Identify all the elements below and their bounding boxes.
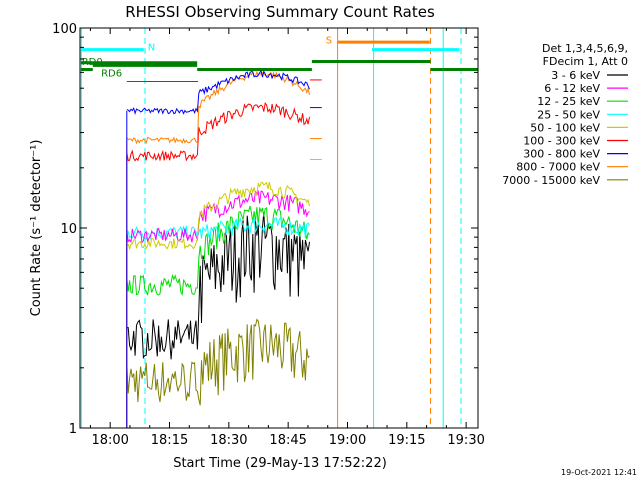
x-tick-label: 18:45: [269, 433, 306, 448]
series-line-300-800keV: [126, 69, 310, 116]
series-layer: [126, 69, 322, 428]
series-line-100-300keV: [126, 101, 310, 162]
x-tick-label: 19:15: [388, 433, 425, 448]
legend-label: 7000 - 15000 keV: [502, 174, 600, 187]
s-flag-label: S: [326, 36, 332, 47]
legend-label: 50 - 100 keV: [530, 121, 600, 134]
x-axis-label: Start Time (29-May-13 17:52:22): [173, 456, 387, 471]
x-tick-label: 18:15: [151, 433, 188, 448]
legend-header-line-1: Det 1,3,4,5,6,9,: [542, 42, 628, 55]
y-axis-label: Count Rate (s⁻¹ detector⁻¹): [29, 140, 44, 317]
night-flag-label: N: [148, 42, 155, 53]
legend-label: 25 - 50 keV: [537, 108, 600, 121]
legend-label: 100 - 300 keV: [523, 135, 600, 148]
x-tick-label: 19:30: [447, 433, 484, 448]
rd6-flag-label: RD6: [101, 68, 122, 79]
series-line-12-25keV: [126, 205, 310, 297]
series-line-3-6keV: [126, 212, 310, 360]
y-tick-label: 10: [60, 222, 77, 237]
y-tick-label: 100: [52, 22, 77, 37]
axes-layer: 18:00 18:15 18:30 18:45 19:00 19:15 19:30 1 10 10…: [52, 22, 485, 448]
series-line-7000-15000keV: [126, 318, 310, 406]
legend-label: 300 - 800 keV: [523, 148, 600, 161]
series-line-25-50keV: [126, 216, 310, 241]
x-tick-label: 19:00: [329, 433, 366, 448]
chart-title: RHESSI Observing Summary Count Rates: [125, 3, 435, 21]
x-tick-label: 18:30: [210, 433, 247, 448]
y-tick-label: 1: [69, 422, 77, 437]
legend-label: 12 - 25 keV: [537, 95, 600, 108]
series-line-6-12keV: [126, 189, 310, 244]
rd0-flag-label: RD0: [82, 57, 103, 68]
series-line-50-100keV: [126, 181, 310, 251]
legend-label: 3 - 6 keV: [551, 69, 600, 82]
series-line-800-7000keV: [126, 70, 310, 145]
legend-label: 6 - 12 keV: [544, 82, 600, 95]
legend-header-line-2: FDecim 1, Att 0: [543, 55, 628, 68]
legend-label: 800 - 7000 keV: [516, 161, 600, 174]
render-timestamp: 19-Oct-2021 12:41: [561, 468, 637, 477]
x-tick-label: 18:00: [91, 433, 128, 448]
